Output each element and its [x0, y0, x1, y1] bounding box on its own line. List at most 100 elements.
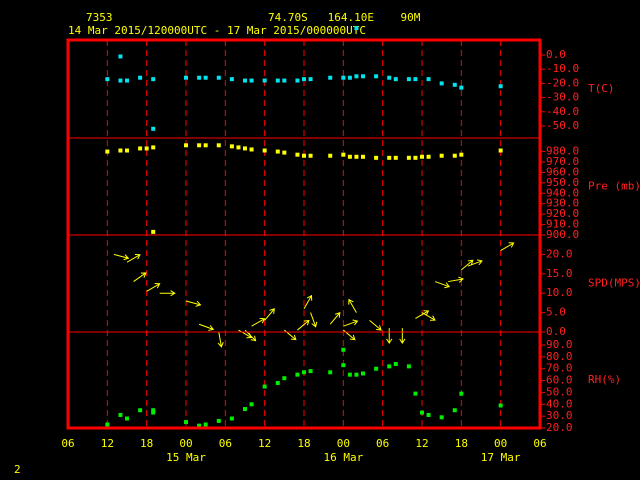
data-point: [354, 26, 359, 31]
x-tick-label: 18: [455, 437, 468, 450]
x-tick-label: 18: [297, 437, 310, 450]
wind-arrow: [133, 272, 147, 282]
data-point: [354, 74, 359, 79]
y-tick-label: 70.0: [546, 362, 573, 375]
data-point: [452, 153, 457, 158]
y-tick-label: -30.0: [546, 91, 579, 104]
y-tick-label: 920.0: [546, 207, 579, 220]
data-point: [151, 145, 156, 150]
wind-arrow: [434, 281, 451, 289]
data-point: [243, 146, 247, 151]
x-tick-label: 00: [494, 437, 507, 450]
data-point: [138, 408, 143, 413]
data-point: [184, 420, 188, 425]
plot-area: [67, 26, 541, 428]
wind-arrow: [185, 300, 202, 307]
data-point: [184, 75, 188, 80]
data-point: [328, 370, 333, 375]
data-point: [347, 372, 352, 377]
data-point: [243, 78, 247, 83]
data-point: [203, 75, 208, 80]
data-point: [347, 75, 352, 80]
data-point: [361, 371, 365, 376]
data-point: [354, 154, 359, 159]
data-point: [216, 75, 221, 80]
data-point: [413, 391, 418, 396]
wind-arrow: [500, 242, 515, 251]
data-point: [282, 78, 287, 83]
y-tick-label: 40.0: [546, 397, 573, 410]
data-point: [203, 422, 208, 427]
wind-arrow: [369, 319, 382, 331]
x-tick-label: 12: [101, 437, 114, 450]
data-point: [197, 75, 202, 80]
data-point: [426, 412, 431, 417]
data-point: [406, 364, 411, 369]
y-tick-label: 960.0: [546, 165, 579, 178]
data-point: [151, 229, 156, 234]
wind-arrow: [159, 290, 176, 297]
data-point: [361, 74, 365, 79]
data-point: [295, 372, 300, 377]
data-point: [420, 154, 424, 159]
data-point: [308, 77, 313, 82]
wind-arrow: [415, 310, 430, 319]
data-point: [374, 74, 379, 79]
y-tick-label: -10.0: [546, 62, 579, 75]
data-point: [262, 148, 267, 153]
data-point: [105, 422, 110, 427]
data-point: [118, 412, 123, 417]
data-point: [118, 148, 123, 153]
y-axis-title: Pre (mb): [588, 180, 640, 193]
x-tick-label: 06: [533, 437, 546, 450]
wind-arrow: [146, 283, 161, 292]
page-number: 2: [14, 463, 21, 476]
x-date-label: 17 Mar: [481, 451, 521, 464]
data-point: [282, 376, 287, 381]
y-tick-label: 30.0: [546, 409, 573, 422]
data-point: [243, 407, 247, 412]
data-point: [341, 75, 346, 80]
data-point: [118, 78, 123, 83]
data-point: [144, 146, 149, 151]
x-tick-label: 06: [219, 437, 232, 450]
data-point: [439, 81, 444, 86]
wind-arrow: [310, 312, 318, 328]
y-tick-label: 10.0: [546, 286, 573, 299]
x-tick-label: 06: [376, 437, 389, 450]
data-point: [328, 153, 333, 158]
wind-arrow: [303, 294, 313, 309]
y-tick-label: 980.0: [546, 145, 579, 158]
data-point: [216, 143, 221, 148]
y-tick-label: 50.0: [546, 385, 573, 398]
data-point: [216, 418, 221, 423]
data-point: [341, 152, 346, 157]
data-point: [302, 77, 306, 82]
x-tick-label: 12: [258, 437, 271, 450]
data-point: [374, 366, 379, 371]
y-tick-label: 0.0: [546, 48, 566, 61]
data-point: [302, 153, 306, 158]
data-point: [426, 77, 431, 82]
data-point: [105, 149, 110, 154]
data-point: [498, 403, 503, 408]
data-point: [125, 78, 129, 83]
station-location: 74.70S 164.10E 90M: [268, 11, 421, 24]
data-point: [229, 144, 234, 149]
data-point: [151, 77, 156, 82]
station-id: 7353: [86, 11, 113, 24]
data-point: [452, 82, 457, 87]
data-point: [387, 155, 392, 160]
data-point: [118, 54, 123, 59]
data-point: [229, 77, 234, 82]
wind-arrow: [264, 308, 275, 321]
x-date-label: 15 Mar: [166, 451, 206, 464]
y-tick-label: -20.0: [546, 76, 579, 89]
data-point: [203, 143, 208, 148]
y-tick-label: 0.0: [546, 325, 566, 338]
plot-frame: [66, 38, 542, 430]
data-point: [406, 77, 411, 82]
y-tick-label: 950.0: [546, 176, 579, 189]
